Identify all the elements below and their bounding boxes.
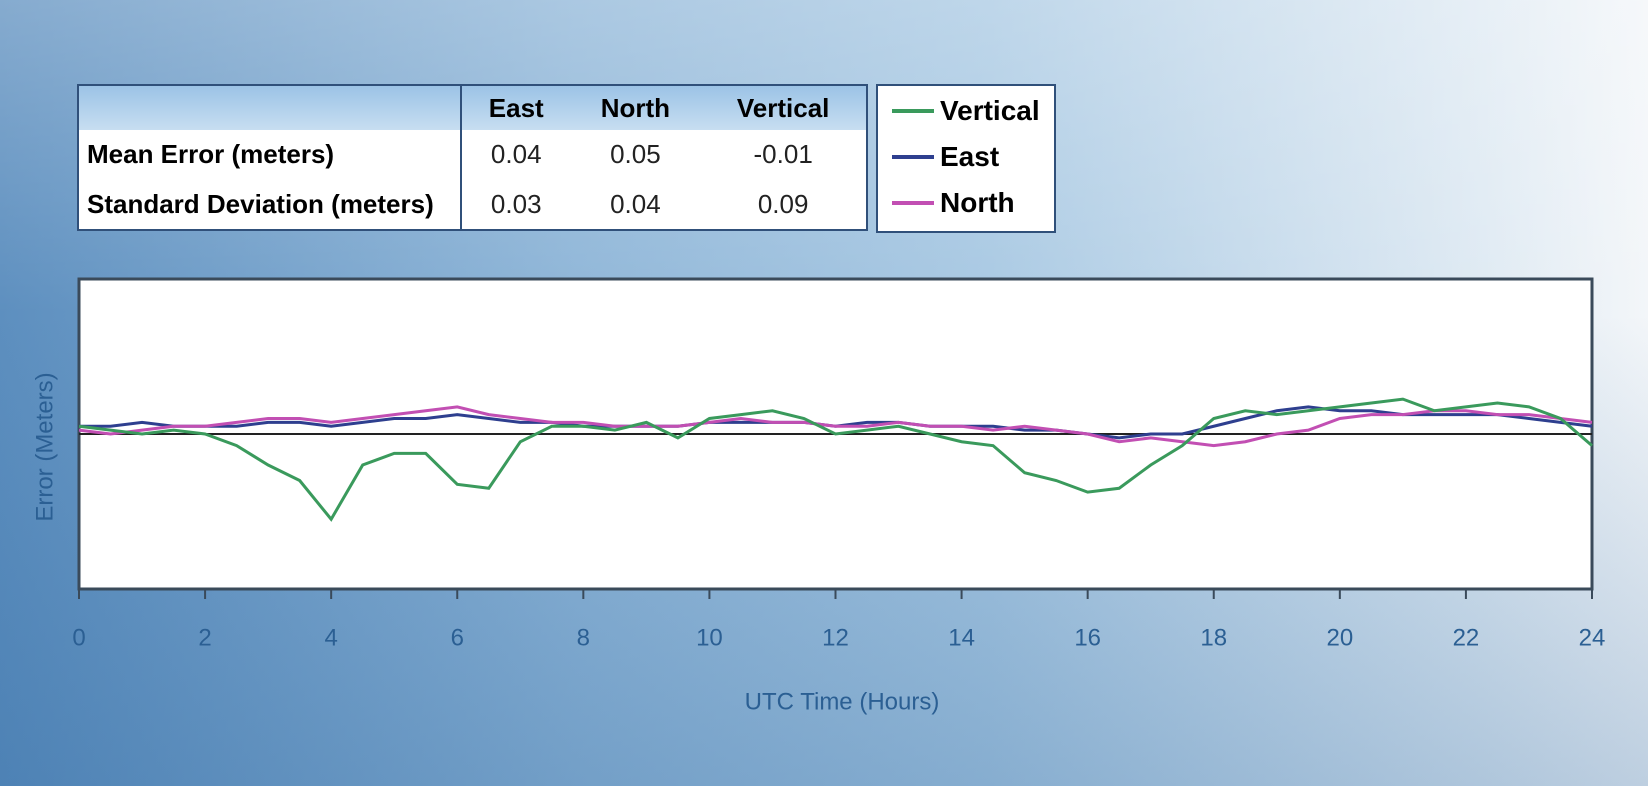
y-axis-title: Error (Meters) [31, 372, 58, 521]
page: East North Vertical Mean Error (meters) … [0, 0, 1648, 786]
x-tick-label: 24 [1579, 624, 1606, 651]
x-tick-label: 2 [198, 624, 211, 651]
x-tick-label: 22 [1453, 624, 1480, 651]
x-tick-label: 20 [1326, 624, 1353, 651]
x-tick-label: 4 [324, 624, 337, 651]
x-tick-label: 0 [72, 624, 85, 651]
x-tick-label: 6 [451, 624, 464, 651]
chart: UTC Time (Hours) Error (Meters) 02468101… [0, 0, 1648, 786]
x-tick-label: 14 [948, 624, 975, 651]
x-tick-label: 16 [1074, 624, 1101, 651]
x-tick-label: 12 [822, 624, 849, 651]
x-tick-label: 18 [1200, 624, 1227, 651]
x-axis-title: UTC Time (Hours) [745, 688, 940, 715]
x-tick-label: 8 [577, 624, 590, 651]
x-tick-label: 10 [696, 624, 723, 651]
